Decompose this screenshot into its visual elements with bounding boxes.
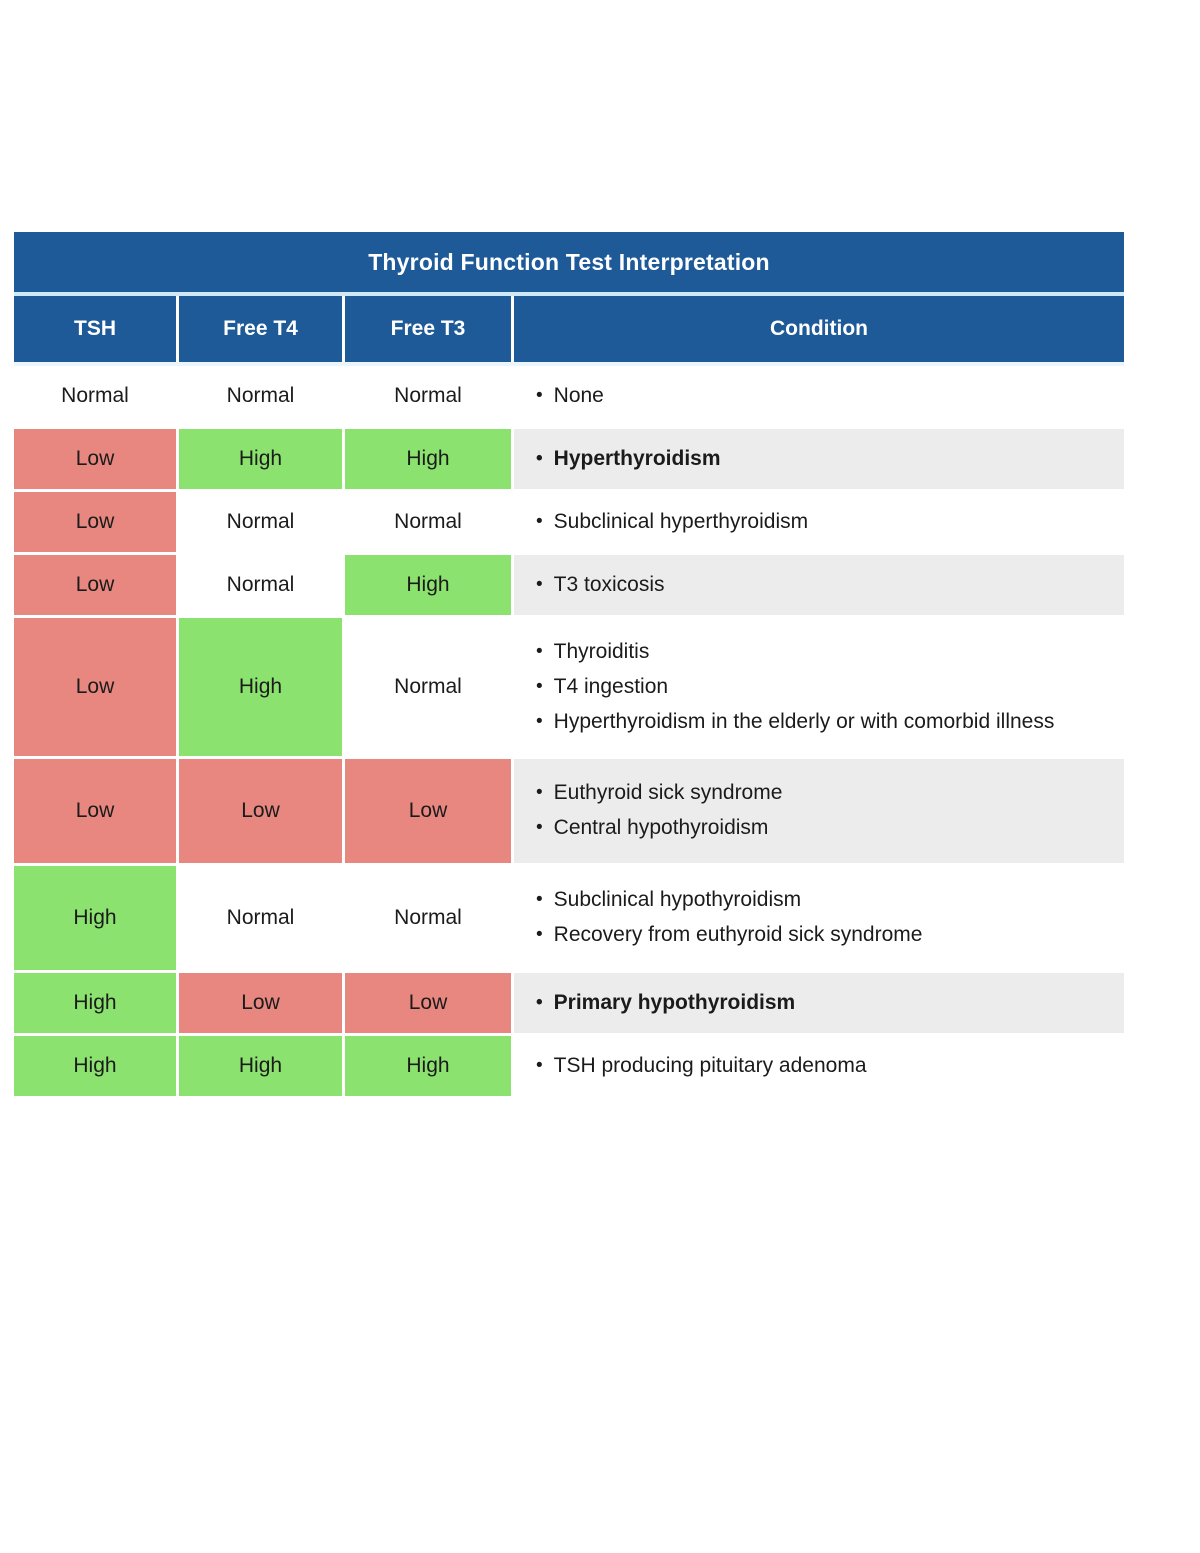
column-header-free-t4: Free T4: [179, 296, 342, 362]
value-cell-low: Low: [14, 759, 176, 863]
value-cell-high: High: [345, 555, 511, 615]
condition-item: Subclinical hypothyroidism: [536, 883, 1112, 918]
condition-item: Subclinical hyperthyroidism: [536, 505, 1112, 540]
table-row: LowHighHighHyperthyroidism: [14, 429, 1124, 489]
table-row: HighLowLowPrimary hypothyroidism: [14, 973, 1124, 1033]
condition-item: Thyroiditis: [536, 635, 1112, 670]
condition-item: T3 toxicosis: [536, 568, 1112, 603]
value-cell-high: High: [14, 1036, 176, 1096]
value-cell-normal: Normal: [345, 366, 511, 426]
value-cell-low: Low: [179, 759, 342, 863]
value-cell-high: High: [179, 429, 342, 489]
table-row: LowHighNormalThyroiditisT4 ingestionHype…: [14, 618, 1124, 756]
condition-cell: T3 toxicosis: [514, 555, 1124, 615]
value-cell-high: High: [179, 618, 342, 756]
condition-item: Euthyroid sick syndrome: [536, 776, 1112, 811]
value-cell-low: Low: [179, 973, 342, 1033]
condition-cell: Subclinical hypothyroidismRecovery from …: [514, 866, 1124, 970]
value-cell-normal: Normal: [345, 492, 511, 552]
condition-item: Primary hypothyroidism: [536, 986, 1112, 1021]
value-cell-normal: Normal: [345, 866, 511, 970]
condition-cell: Hyperthyroidism: [514, 429, 1124, 489]
condition-item: Recovery from euthyroid sick syndrome: [536, 918, 1112, 953]
condition-item: Central hypothyroidism: [536, 811, 1112, 846]
column-header-tsh: TSH: [14, 296, 176, 362]
condition-cell: None: [514, 366, 1124, 426]
value-cell-low: Low: [345, 973, 511, 1033]
value-cell-normal: Normal: [179, 492, 342, 552]
value-cell-low: Low: [14, 555, 176, 615]
condition-item: T4 ingestion: [536, 670, 1112, 705]
table-row: HighHighHighTSH producing pituitary aden…: [14, 1036, 1124, 1096]
table-rows: NormalNormalNormalNoneLowHighHighHyperth…: [14, 366, 1124, 1096]
table-row: LowNormalNormalSubclinical hyperthyroidi…: [14, 492, 1124, 552]
condition-item: TSH producing pituitary adenoma: [536, 1049, 1112, 1084]
value-cell-normal: Normal: [179, 555, 342, 615]
value-cell-high: High: [179, 1036, 342, 1096]
value-cell-low: Low: [14, 492, 176, 552]
value-cell-normal: Normal: [179, 866, 342, 970]
column-header-condition: Condition: [514, 296, 1124, 362]
condition-cell: ThyroiditisT4 ingestionHyperthyroidism i…: [514, 618, 1124, 756]
header-separator: [14, 362, 1124, 366]
value-cell-normal: Normal: [345, 618, 511, 756]
value-cell-normal: Normal: [14, 366, 176, 426]
column-header-free-t3: Free T3: [345, 296, 511, 362]
condition-cell: TSH producing pituitary adenoma: [514, 1036, 1124, 1096]
table-title: Thyroid Function Test Interpretation: [14, 232, 1124, 292]
value-cell-high: High: [14, 866, 176, 970]
value-cell-high: High: [345, 1036, 511, 1096]
condition-cell: Euthyroid sick syndromeCentral hypothyro…: [514, 759, 1124, 863]
value-cell-normal: Normal: [179, 366, 342, 426]
condition-item: Hyperthyroidism in the elderly or with c…: [536, 705, 1112, 740]
condition-item: Hyperthyroidism: [536, 442, 1112, 477]
value-cell-low: Low: [14, 618, 176, 756]
value-cell-low: Low: [14, 429, 176, 489]
thyroid-function-table: Thyroid Function Test Interpretation TSH…: [14, 232, 1124, 1096]
value-cell-high: High: [14, 973, 176, 1033]
title-separator: [14, 292, 1124, 296]
value-cell-high: High: [345, 429, 511, 489]
condition-cell: Subclinical hyperthyroidism: [514, 492, 1124, 552]
table-row: NormalNormalNormalNone: [14, 366, 1124, 426]
table-row: HighNormalNormalSubclinical hypothyroidi…: [14, 866, 1124, 970]
condition-cell: Primary hypothyroidism: [514, 973, 1124, 1033]
value-cell-low: Low: [345, 759, 511, 863]
table-row: LowLowLowEuthyroid sick syndromeCentral …: [14, 759, 1124, 863]
condition-item: None: [536, 379, 1112, 414]
table-header-row: TSH Free T4 Free T3 Condition: [14, 296, 1124, 362]
